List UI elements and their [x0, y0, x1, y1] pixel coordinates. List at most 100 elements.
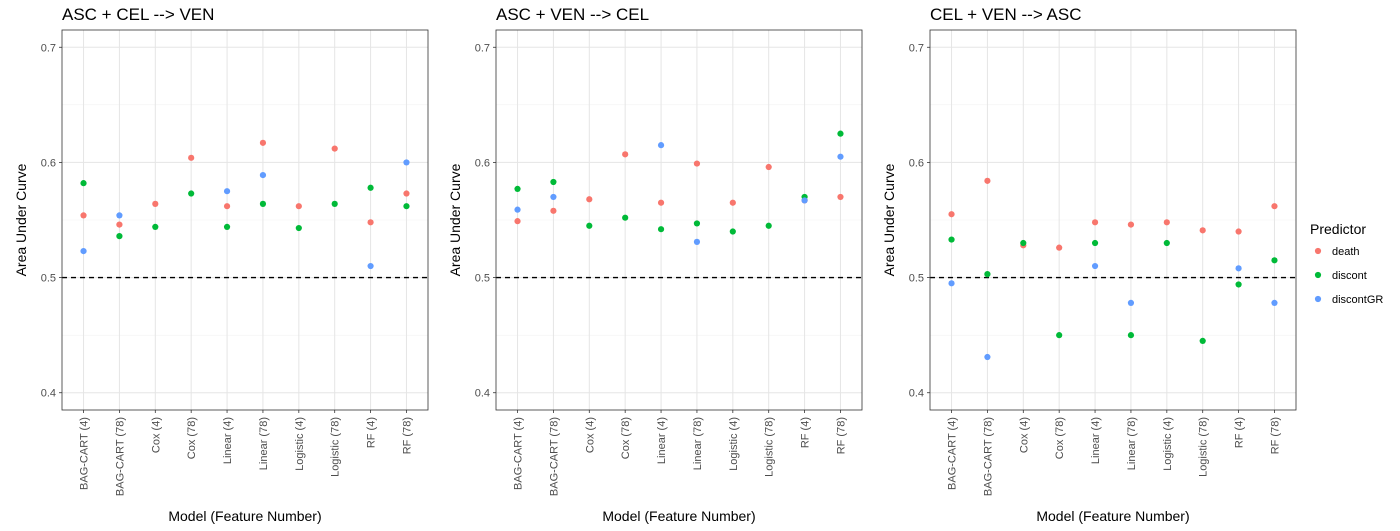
- x-tick-label: BAG-CART (78): [982, 417, 994, 496]
- point-discont: [259, 200, 267, 207]
- x-tick-label: RF (78): [835, 417, 847, 454]
- point-discont: [80, 180, 87, 187]
- x-tick-label: Logistic (78): [764, 417, 776, 477]
- y-axis-title: Area Under Curve: [881, 163, 897, 276]
- x-tick-label: Cox (4): [584, 417, 596, 453]
- x-tick-label: RF (4): [1234, 417, 1246, 448]
- x-axis-title: Model (Feature Number): [168, 508, 321, 524]
- y-tick-label: 0.4: [475, 388, 490, 400]
- point-discont: [223, 223, 231, 231]
- panel-3: 0.4 0.5 0.6 0.7 BAG-CART (4) BAG-CART (78) Cox…: [881, 5, 1297, 524]
- point-discontGR: [948, 280, 955, 287]
- point-death: [1271, 203, 1278, 210]
- point-discontGR: [693, 238, 701, 245]
- x-axis-title: Model (Feature Number): [1036, 508, 1189, 524]
- x-tick-label: BAG-CART (4): [513, 417, 525, 490]
- y-tick-label: 0.5: [909, 273, 924, 285]
- panel-2: 0.4 0.5 0.6 0.7 BAG-CART (4) BAG-CART (78) Cox…: [447, 5, 863, 524]
- point-discont: [1199, 337, 1206, 345]
- x-tick-label: Cox (4): [1018, 417, 1030, 453]
- point-death: [622, 151, 629, 158]
- x-tick-label: Linear (4): [222, 417, 234, 464]
- point-death: [367, 219, 374, 226]
- y-tick-label: 0.7: [41, 42, 56, 54]
- point-discont: [1127, 332, 1135, 339]
- point-death: [984, 177, 991, 184]
- point-discont: [1056, 332, 1063, 339]
- legend-label-discont: discont: [1332, 270, 1367, 282]
- x-tick-label: Cox (78): [1054, 417, 1066, 459]
- y-tick-label: 0.6: [475, 157, 490, 169]
- panel-title: ASC + VEN --> CEL: [496, 5, 649, 24]
- x-tick-label: BAG-CART (78): [114, 417, 126, 496]
- point-death: [223, 203, 231, 210]
- point-discontGR: [403, 159, 410, 166]
- point-death: [80, 212, 87, 219]
- x-tick-label: Cox (78): [186, 417, 198, 459]
- x-tick-label: Logistic (78): [1198, 417, 1210, 477]
- point-discontGR: [801, 197, 808, 204]
- point-discont: [116, 233, 123, 240]
- legend-key-discont: [1314, 271, 1322, 279]
- legend-label-death: death: [1332, 246, 1360, 258]
- point-discontGR: [657, 142, 665, 149]
- y-tick-label: 0.5: [475, 273, 490, 285]
- point-discontGR: [514, 206, 521, 213]
- panel-border: [929, 29, 1297, 411]
- legend-key-discontGR: [1314, 295, 1322, 303]
- point-death: [1163, 219, 1170, 226]
- point-death: [693, 160, 701, 167]
- point-death: [188, 154, 195, 161]
- legend: Predictor death discont discontGR: [1310, 221, 1383, 306]
- panel-title: CEL + VEN --> ASC: [930, 5, 1081, 24]
- point-discont: [693, 220, 701, 227]
- x-tick-label: RF (4): [800, 417, 812, 448]
- x-tick-label: Linear (78): [1126, 417, 1138, 470]
- y-tick-label: 0.7: [475, 42, 490, 54]
- legend-key-death: [1314, 247, 1322, 255]
- point-death: [765, 163, 772, 171]
- y-axis-title: Area Under Curve: [13, 163, 29, 276]
- point-discont: [1271, 257, 1278, 264]
- point-discontGR: [223, 188, 231, 195]
- point-death: [403, 190, 410, 197]
- y-tick-label: 0.6: [909, 157, 924, 169]
- y-axis-title: Area Under Curve: [447, 163, 463, 276]
- x-tick-label: Linear (4): [656, 417, 668, 464]
- point-discontGR: [1127, 299, 1135, 307]
- x-tick-label: Linear (78): [692, 417, 704, 470]
- point-discont: [403, 203, 410, 210]
- x-tick-label: Logistic (4): [294, 417, 306, 471]
- x-tick-label: Cox (4): [150, 417, 162, 453]
- point-discontGR: [984, 353, 991, 361]
- point-discont: [295, 224, 302, 232]
- panel-border: [61, 29, 429, 411]
- point-discontGR: [259, 171, 267, 179]
- point-discontGR: [367, 262, 374, 270]
- x-tick-label: Logistic (4): [1162, 417, 1174, 471]
- point-discont: [837, 130, 844, 137]
- point-discontGR: [116, 212, 123, 219]
- x-tick-label: RF (4): [366, 417, 378, 448]
- panel-title: ASC + CEL --> VEN: [62, 5, 214, 24]
- point-discont: [1091, 239, 1099, 247]
- x-tick-label: Logistic (78): [330, 417, 342, 477]
- point-death: [550, 207, 557, 214]
- point-discont: [550, 178, 557, 186]
- y-tick-label: 0.7: [909, 42, 924, 54]
- point-death: [729, 199, 736, 206]
- point-death: [295, 203, 302, 210]
- point-death: [948, 211, 955, 218]
- point-death: [837, 193, 844, 201]
- y-tick-label: 0.6: [41, 157, 56, 169]
- legend-label-discontGR: discontGR: [1332, 294, 1383, 306]
- point-death: [1091, 219, 1099, 226]
- x-axis-title: Model (Feature Number): [602, 508, 755, 524]
- point-discont: [514, 185, 521, 193]
- point-death: [514, 218, 521, 225]
- point-discont: [622, 214, 629, 221]
- point-discontGR: [80, 247, 87, 255]
- point-death: [586, 196, 593, 203]
- point-death: [657, 199, 665, 206]
- point-discont: [188, 190, 195, 197]
